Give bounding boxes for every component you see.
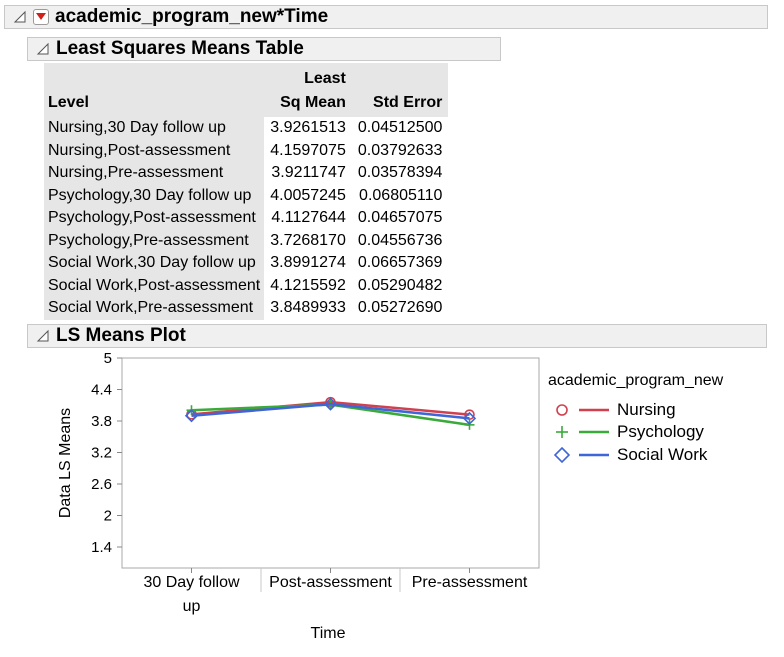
x-axis-label: Time xyxy=(311,625,346,642)
collapse-triangle-icon[interactable] xyxy=(36,42,50,56)
stderror-cell: 0.03792633 xyxy=(357,141,443,159)
y-tick-label: 3.2 xyxy=(91,445,112,462)
legend-item-psychology[interactable]: Psychology xyxy=(553,422,704,442)
lsmean-cell: 3.9261513 xyxy=(270,119,346,136)
stderror-cell: 0.04657075 xyxy=(357,209,443,226)
data-point[interactable] xyxy=(462,411,477,426)
table-row: Psychology,30 Day follow up 4.0057245 0.06… xyxy=(44,184,448,207)
level-cell: Psychology,Pre-assessment xyxy=(44,229,265,252)
lsm-section-title: Least Squares Means Table xyxy=(56,38,304,59)
stderror-cell: 0.06657369 xyxy=(357,254,443,271)
series-line xyxy=(191,402,470,420)
lsmean-cell: 4.0057245 xyxy=(270,186,346,204)
y-tick-label: 5 xyxy=(104,350,112,367)
legend-label: Social Work xyxy=(617,445,708,464)
lsmean-header-line2: Sq Mean xyxy=(280,94,346,111)
table-row: Social Work,Pre-assessment 3.8489933 0.052… xyxy=(44,297,448,320)
lsmean-cell: 3.9211747 xyxy=(271,164,346,181)
legend-label: Nursing xyxy=(617,400,676,419)
lsmean-cell: 3.7268170 xyxy=(270,231,346,249)
y-tick-label: 4.4 xyxy=(91,382,112,399)
stderror-cell: 0.04512500 xyxy=(357,119,443,136)
level-cell: Nursing,30 Day follow up xyxy=(44,117,265,140)
lsmean-cell: 4.1127644 xyxy=(271,209,346,226)
collapse-triangle-icon[interactable] xyxy=(13,10,27,24)
stderror-cell: 0.04556736 xyxy=(357,231,443,249)
stderror-cell: 0.05290482 xyxy=(357,276,443,294)
x-axis: 30 Day follow up Post-assessment Pre-assess… xyxy=(143,568,528,615)
table-row: Social Work,30 Day follow up 3.8991274 0.0… xyxy=(44,252,448,275)
level-cell: Nursing,Post-assessment xyxy=(44,139,265,162)
y-tick-label: 3.8 xyxy=(91,413,112,430)
circle-marker-icon xyxy=(556,404,609,416)
table-row: Psychology,Post-assessment 4.1127644 0.046… xyxy=(44,207,448,230)
legend-label: Psychology xyxy=(617,422,704,441)
stderror-cell: 0.03578394 xyxy=(357,164,443,181)
red-triangle-menu-icon[interactable] xyxy=(33,9,49,25)
lsm-table: Level Least Sq Mean Std Error Nursing,30… xyxy=(44,63,449,320)
level-cell: Nursing,Pre-assessment xyxy=(44,162,265,185)
y-axis: 1.4 2 2.6 3.2 3.8 4.4 5 xyxy=(91,350,123,568)
data-point[interactable] xyxy=(464,409,475,420)
table-row: Social Work,Post-assessment 4.1215592 0.05… xyxy=(44,274,448,297)
data-point[interactable] xyxy=(323,397,338,411)
lsmean-cell: 3.8991274 xyxy=(270,254,346,271)
plot-frame xyxy=(121,357,540,569)
x-tick-label: Post-assessment xyxy=(269,574,392,591)
level-cell: Psychology,Post-assessment xyxy=(44,207,265,230)
plot-section-title: LS Means Plot xyxy=(56,325,186,346)
lsmean-cell: 4.1597075 xyxy=(270,141,346,159)
collapse-triangle-icon[interactable] xyxy=(36,329,50,343)
y-tick-label: 2 xyxy=(104,508,112,525)
y-axis-label: Data LS Means xyxy=(57,408,74,518)
y-tick-label: 2.6 xyxy=(91,476,112,493)
legend-item-social-work[interactable]: Social Work xyxy=(553,445,707,465)
legend-item-nursing[interactable]: Nursing xyxy=(553,400,676,420)
data-point[interactable] xyxy=(184,409,199,423)
legend-title: academic_program_new xyxy=(548,372,724,389)
stderror-column-header[interactable]: Std Error xyxy=(351,63,449,117)
x-tick-label: 30 Day follow up xyxy=(143,574,239,615)
table-row: Nursing,Pre-assessment 3.9211747 0.0357839… xyxy=(44,162,448,185)
level-cell: Social Work,30 Day follow up xyxy=(44,252,265,275)
level-cell: Social Work,Pre-assessment xyxy=(44,297,265,320)
level-cell: Social Work,Post-assessment xyxy=(44,274,265,297)
stderror-cell: 0.05272690 xyxy=(357,299,443,316)
plot-series xyxy=(184,396,477,430)
report-title: academic_program_new*Time xyxy=(55,6,329,27)
outline-header-lsm: Least Squares Means Table xyxy=(27,37,501,61)
outline-header-main: academic_program_new*Time xyxy=(4,5,768,29)
table-row: Psychology,Pre-assessment 3.7268170 0.0455… xyxy=(44,229,448,252)
table-header-row: Level Least Sq Mean Std Error xyxy=(44,63,449,117)
table-row: Nursing,Post-assessment 4.1597075 0.037926… xyxy=(44,139,448,162)
x-tick-label: Pre-assessment xyxy=(412,574,528,591)
diamond-marker-icon xyxy=(553,446,609,464)
lsmean-column-header[interactable]: Least Sq Mean xyxy=(264,63,352,117)
lsmean-cell: 3.8489933 xyxy=(270,299,346,316)
stderror-cell: 0.06805110 xyxy=(359,186,443,204)
outline-header-plot: LS Means Plot xyxy=(27,324,767,348)
table-row: Nursing,30 Day follow up 3.9261513 0.04512… xyxy=(44,117,448,140)
plus-marker-icon xyxy=(556,426,609,438)
level-cell: Psychology,30 Day follow up xyxy=(44,184,265,207)
level-column-header[interactable]: Level xyxy=(44,63,265,117)
y-tick-label: 1.4 xyxy=(91,539,112,556)
series-social-work xyxy=(184,397,477,426)
lsmean-header-line1: Least xyxy=(304,70,346,87)
lsmean-cell: 4.1215592 xyxy=(270,276,346,294)
